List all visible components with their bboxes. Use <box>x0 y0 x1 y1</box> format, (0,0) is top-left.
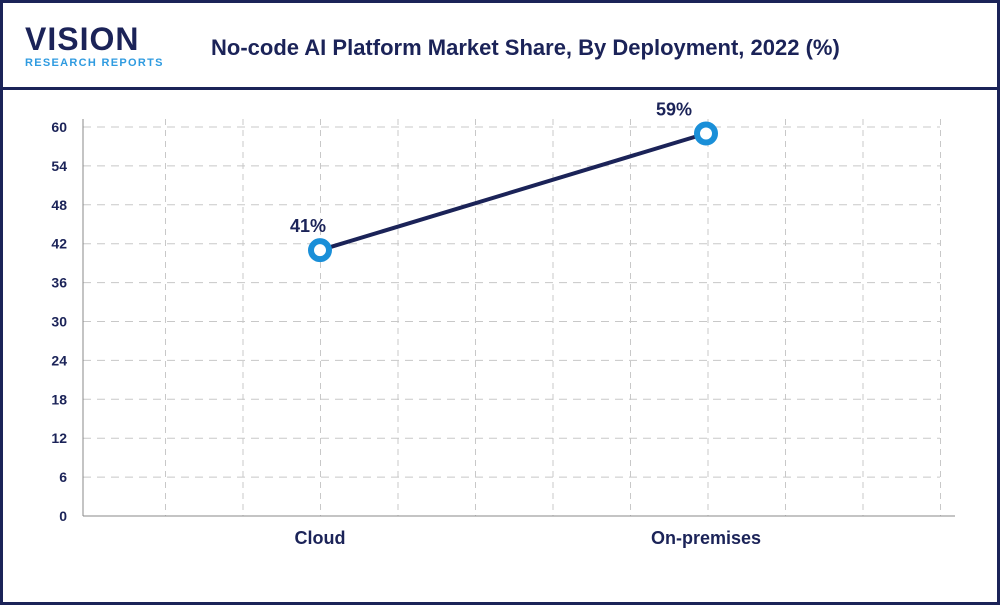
data-label: 41% <box>290 216 326 236</box>
header: VISION RESEARCH REPORTS No-code AI Platf… <box>3 3 997 90</box>
data-point-marker <box>308 238 332 263</box>
y-tick-label: 18 <box>51 391 67 407</box>
y-tick-label: 6 <box>59 469 67 485</box>
y-tick-label: 12 <box>51 430 67 446</box>
y-tick-label: 36 <box>51 275 67 291</box>
data-point-marker <box>694 121 718 146</box>
y-tick-label: 54 <box>51 158 67 174</box>
y-tick-label: 30 <box>51 314 67 330</box>
x-tick-label: On-premises <box>651 528 761 548</box>
chart-title: No-code AI Platform Market Share, By Dep… <box>211 35 840 60</box>
vision-logo: VISION RESEARCH REPORTS <box>25 23 164 69</box>
y-tick-label: 24 <box>51 352 67 368</box>
y-tick-label: 0 <box>59 508 67 524</box>
series-line <box>319 131 707 253</box>
y-tick-label: 60 <box>51 119 67 135</box>
logo-sub: RESEARCH REPORTS <box>25 57 164 69</box>
data-label: 59% <box>656 99 692 119</box>
y-tick-label: 42 <box>51 236 67 252</box>
x-tick-label: Cloud <box>295 528 346 548</box>
logo-main: VISION <box>25 21 140 57</box>
y-tick-label: 48 <box>51 197 67 213</box>
